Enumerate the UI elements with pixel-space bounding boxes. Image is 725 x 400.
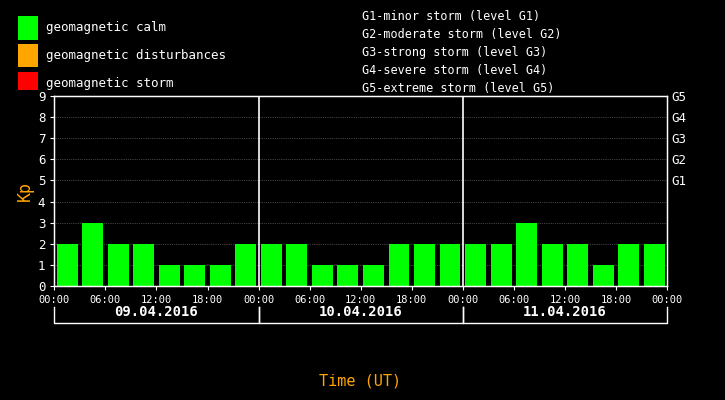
Text: 10.04.2016: 10.04.2016 [319, 305, 402, 319]
Bar [618, 244, 639, 286]
Bar [542, 244, 563, 286]
Bar [184, 265, 205, 286]
Bar [261, 244, 282, 286]
Bar [236, 244, 256, 286]
Text: G5-extreme storm (level G5): G5-extreme storm (level G5) [362, 82, 555, 96]
Bar [18, 44, 38, 67]
Text: G2-moderate storm (level G2): G2-moderate storm (level G2) [362, 28, 562, 41]
Bar [57, 244, 78, 286]
Bar [465, 244, 486, 286]
Bar [82, 223, 103, 286]
Bar [337, 265, 358, 286]
Bar [439, 244, 460, 286]
Bar [363, 265, 384, 286]
Text: geomagnetic calm: geomagnetic calm [46, 21, 166, 34]
Text: G3-strong storm (level G3): G3-strong storm (level G3) [362, 46, 548, 59]
Bar [516, 223, 537, 286]
Bar [593, 265, 613, 286]
Bar [159, 265, 180, 286]
Y-axis label: Kp: Kp [16, 181, 33, 201]
Bar [18, 16, 38, 40]
Bar [644, 244, 665, 286]
Text: geomagnetic disturbances: geomagnetic disturbances [46, 49, 226, 62]
Text: geomagnetic storm: geomagnetic storm [46, 77, 174, 90]
Text: Time (UT): Time (UT) [319, 373, 402, 388]
Bar [210, 265, 231, 286]
Bar [286, 244, 307, 286]
Bar [312, 265, 333, 286]
Bar [389, 244, 410, 286]
Bar [414, 244, 435, 286]
Bar [18, 72, 38, 95]
Text: G4-severe storm (level G4): G4-severe storm (level G4) [362, 64, 548, 77]
Bar [567, 244, 588, 286]
Bar [491, 244, 512, 286]
Bar [108, 244, 128, 286]
Text: G1-minor storm (level G1): G1-minor storm (level G1) [362, 10, 541, 23]
Bar [133, 244, 154, 286]
Text: 11.04.2016: 11.04.2016 [523, 305, 607, 319]
Text: 09.04.2016: 09.04.2016 [115, 305, 199, 319]
